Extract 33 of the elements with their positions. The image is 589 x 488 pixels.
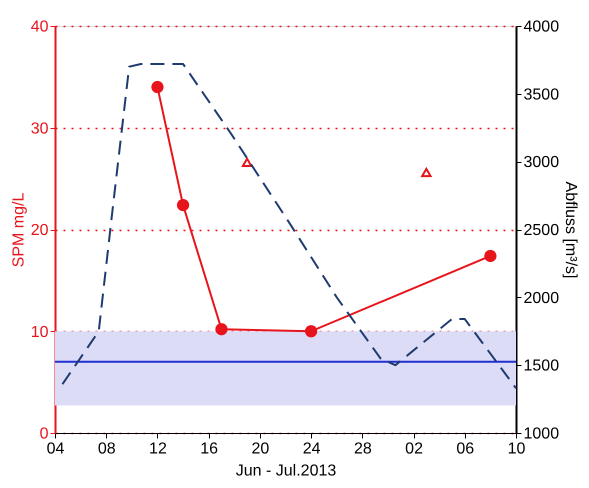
x-tick-label: 10 bbox=[508, 440, 526, 458]
y2-tick-label: 4000 bbox=[524, 18, 560, 36]
y2-axis-title: Abfluss [m³/s] bbox=[562, 182, 580, 278]
line-series bbox=[61, 62, 517, 390]
x-tick-label: 04 bbox=[46, 440, 64, 458]
x-tick-label: 06 bbox=[456, 440, 474, 458]
y-tick-label: 40 bbox=[30, 18, 49, 36]
point bbox=[421, 168, 432, 178]
x-axis-title: Jun - Jul.2013 bbox=[236, 462, 336, 480]
y-axis-title: SPM mg/L bbox=[10, 192, 28, 268]
x-tick-label: 08 bbox=[98, 440, 116, 458]
y-tick-label: 30 bbox=[30, 120, 49, 138]
x-tick-label: 16 bbox=[200, 440, 218, 458]
y-tick-label: 0 bbox=[40, 426, 49, 442]
y2-tick-label: 3500 bbox=[524, 86, 560, 104]
x-tick-label: 12 bbox=[149, 440, 167, 458]
x-tick-label: 20 bbox=[251, 440, 270, 458]
point bbox=[176, 198, 190, 212]
point bbox=[151, 80, 164, 94]
y2-tick-label: 1500 bbox=[524, 358, 560, 375]
x-tick-label: 24 bbox=[302, 440, 321, 458]
point bbox=[242, 158, 252, 167]
point bbox=[304, 325, 318, 338]
y2-tick-label: 2500 bbox=[524, 222, 560, 239]
y-tick-label: 10 bbox=[30, 324, 49, 341]
x-tick-label: 28 bbox=[354, 440, 372, 458]
x-tick-label: 02 bbox=[405, 440, 424, 458]
point bbox=[215, 323, 228, 336]
point bbox=[484, 250, 497, 262]
y-tick-label: 20 bbox=[30, 222, 49, 239]
y2-tick-label: 2000 bbox=[524, 290, 560, 307]
y2-tick-label: 1000 bbox=[524, 426, 560, 442]
y2-tick-label: 3000 bbox=[524, 154, 560, 172]
